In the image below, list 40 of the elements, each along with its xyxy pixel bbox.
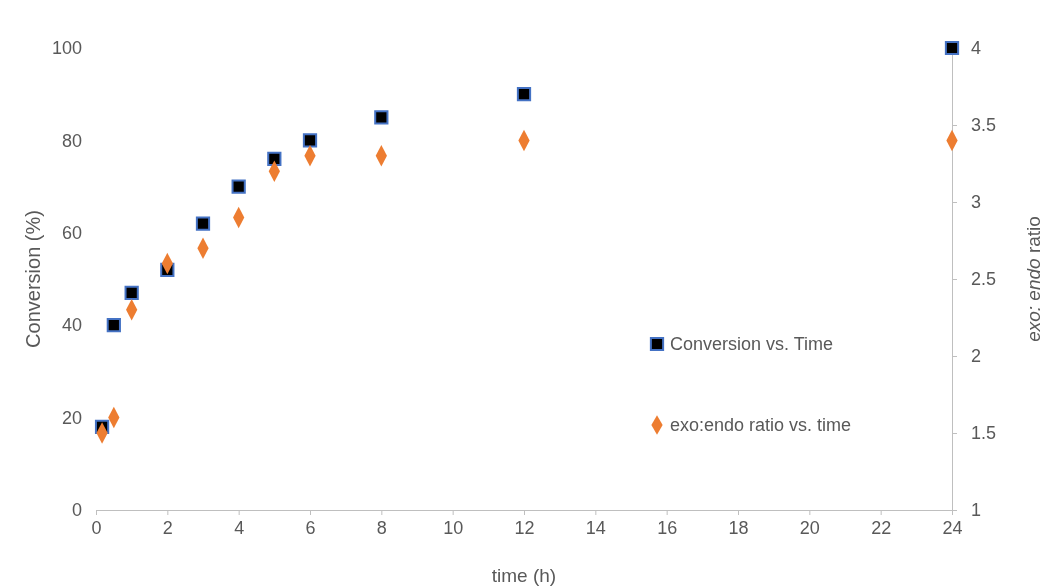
point [195,216,211,231]
point [302,133,318,148]
y-tick-label: 20 [61,407,82,428]
x-tick-label: 2 [162,517,173,538]
legend-label: Conversion vs. Time [670,334,834,354]
legend-label: exo:endo ratio vs. time [670,415,852,435]
point [516,87,532,102]
y2-tick-label: 1.5 [971,423,997,444]
x-tick-label: 10 [443,517,464,538]
x-tick-label: 8 [376,517,387,538]
y2-tick-label: 3.5 [971,115,997,136]
y-tick-label: 0 [71,500,82,521]
point [106,318,121,333]
y2-tick-label: 4 [971,38,982,59]
y2-tick-label: 3 [971,192,982,213]
y2-axis-title: exo: endo ratio [1023,216,1044,342]
y2-tick-label: 2 [971,346,982,367]
x-tick-label: 20 [799,517,820,538]
x-tick-label: 4 [234,517,245,538]
point [374,110,389,125]
point [267,151,282,166]
x-tick-label: 24 [942,517,963,538]
y-tick-label: 100 [51,38,82,59]
x-tick-label: 0 [91,517,102,538]
x-tick-label: 14 [585,517,606,538]
y-axis-title: Conversion (%) [22,210,44,348]
x-tick-label: 16 [657,517,678,538]
x-tick-label: 6 [305,517,316,538]
x-tick-label: 22 [871,517,892,538]
y-tick-label: 40 [61,315,82,336]
x-tick-label: 12 [514,517,535,538]
point [231,179,246,194]
x-tick-label: 18 [728,517,749,538]
y2-tick-label: 1 [971,500,982,521]
x-axis-title: time (h) [491,565,557,586]
point [124,285,139,300]
y2-tick-label: 2.5 [971,269,997,290]
y-tick-label: 60 [61,223,82,244]
point [944,40,960,56]
y-tick-label: 80 [61,130,82,151]
